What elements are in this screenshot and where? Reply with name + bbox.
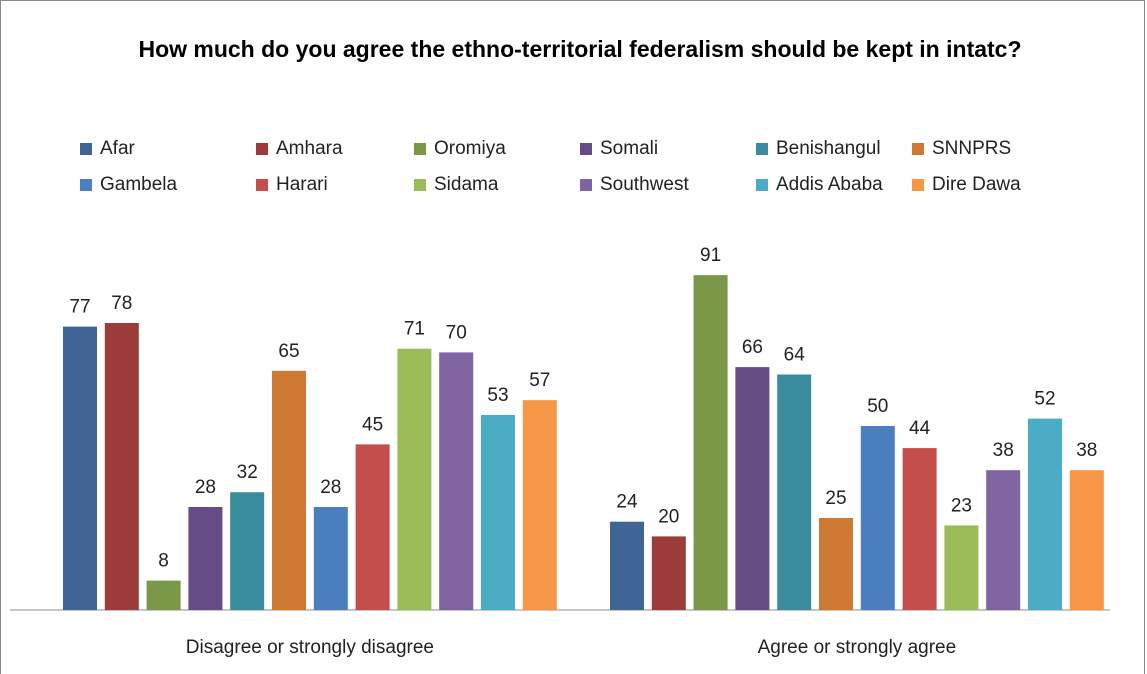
data-label: 44 (909, 418, 931, 439)
data-label: 91 (700, 245, 721, 266)
legend-swatch (580, 179, 592, 191)
bar (651, 536, 686, 610)
data-label: 28 (320, 477, 341, 498)
category-label: Agree or strongly agree (758, 637, 957, 658)
legend-item: Gambela (80, 172, 177, 198)
legend-swatch (756, 179, 768, 191)
data-label: 78 (111, 293, 132, 314)
legend-label: Sidama (434, 174, 499, 195)
legend-item: Oromiya (414, 136, 506, 162)
data-label: 77 (69, 297, 90, 318)
legend-label: Gambela (100, 174, 178, 195)
bar (522, 400, 557, 610)
legend-swatch (912, 179, 924, 191)
bar (63, 326, 97, 610)
bar (819, 518, 853, 610)
legend-swatch (414, 143, 426, 155)
data-label: 57 (529, 370, 550, 391)
data-label: 71 (404, 319, 425, 340)
data-label: 25 (825, 488, 846, 509)
bar (735, 367, 770, 610)
legend-swatch (414, 179, 426, 191)
bar (693, 275, 728, 610)
legend-item: Addis Ababa (756, 172, 883, 198)
bar (610, 521, 644, 610)
data-label: 32 (237, 462, 258, 483)
legend-label: Amhara (276, 138, 343, 159)
data-label: 70 (446, 322, 467, 343)
bar (230, 492, 265, 610)
data-label: 64 (784, 345, 806, 366)
data-label: 66 (742, 337, 763, 358)
data-label: 8 (158, 551, 169, 572)
legend-label: SNNPRS (932, 138, 1012, 159)
legend-swatch (80, 143, 92, 155)
data-label: 23 (951, 495, 972, 516)
bar (355, 444, 390, 610)
category-label: Disagree or strongly disagree (186, 637, 434, 658)
data-label: 20 (658, 506, 679, 527)
data-label: 24 (616, 492, 638, 513)
legend-label: Benishangul (776, 138, 881, 159)
data-label: 52 (1034, 389, 1055, 410)
data-label: 45 (362, 414, 383, 435)
legend-swatch (256, 179, 268, 191)
data-label: 65 (278, 341, 299, 362)
legend-label: Southwest (600, 174, 689, 195)
bar (1069, 470, 1104, 610)
legend-item: Amhara (256, 136, 343, 162)
legend-swatch (756, 143, 768, 155)
bar (944, 525, 979, 610)
legend-swatch (256, 143, 268, 155)
data-label: 38 (993, 440, 1014, 461)
legend-label: Somali (600, 138, 659, 159)
bar (902, 448, 937, 610)
legend-swatch (912, 143, 924, 155)
legend-item: Somali (580, 136, 658, 162)
legend-item: Harari (256, 172, 328, 198)
data-label: 28 (195, 477, 216, 498)
bar (188, 507, 223, 610)
legend-item: SNNPRS (912, 136, 1011, 162)
bar (146, 580, 181, 610)
chart-title: How much do you agree the ethno-territor… (138, 36, 1022, 62)
bar (272, 370, 306, 610)
legend-label: Oromiya (434, 138, 506, 159)
bar (777, 374, 812, 610)
bar (397, 348, 432, 610)
legend-label: Addis Ababa (776, 174, 883, 195)
bar (1028, 418, 1062, 610)
bar (860, 426, 895, 610)
bar (986, 470, 1021, 610)
legend-swatch (580, 143, 592, 155)
legend: Afar Amhara Oromiya Somali Benishangul SNNPRS… (80, 136, 1080, 216)
legend-item: Afar (80, 136, 135, 162)
legend-label: Afar (100, 138, 135, 159)
legend-label: Dire Dawa (932, 174, 1021, 195)
legend-swatch (80, 179, 92, 191)
bar (313, 507, 348, 610)
bar (481, 415, 515, 610)
legend-item: Dire Dawa (912, 172, 1021, 198)
legend-item: Sidama (414, 172, 498, 198)
bar (104, 323, 139, 610)
legend-item: Southwest (580, 172, 689, 198)
data-label: 38 (1076, 440, 1097, 461)
bar (439, 352, 474, 610)
legend-item: Benishangul (756, 136, 881, 162)
data-label: 53 (487, 385, 508, 406)
data-label: 50 (867, 396, 888, 417)
legend-label: Harari (276, 174, 328, 195)
